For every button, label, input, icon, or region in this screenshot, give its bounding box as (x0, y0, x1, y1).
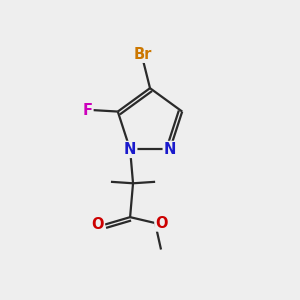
Text: O: O (155, 215, 168, 230)
Text: Br: Br (134, 47, 152, 62)
Text: F: F (82, 103, 92, 118)
Text: N: N (124, 142, 136, 157)
Text: N: N (164, 142, 176, 157)
Text: O: O (92, 217, 104, 232)
